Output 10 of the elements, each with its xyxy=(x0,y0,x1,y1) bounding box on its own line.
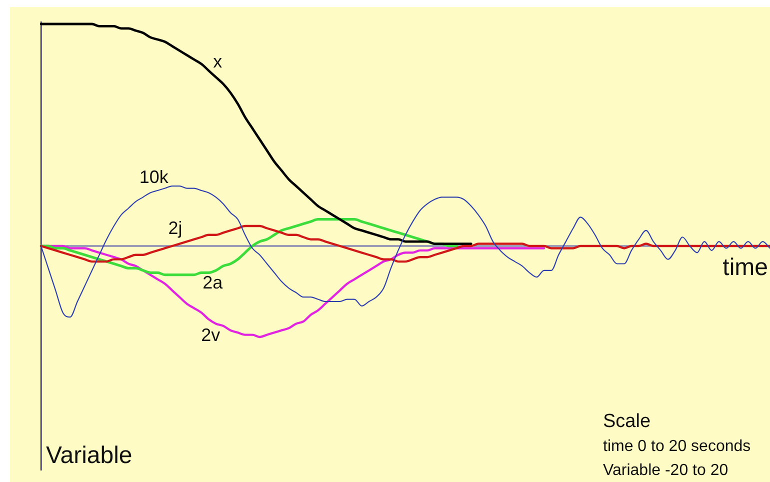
x-axis-title: time xyxy=(722,254,768,281)
series-label: 10k xyxy=(139,167,170,188)
series-label: 2a xyxy=(202,272,224,293)
series-label: x xyxy=(213,52,222,72)
text: Variable xyxy=(46,442,132,469)
text: Variable -20 to 20 xyxy=(603,462,728,479)
text: Scale xyxy=(603,411,651,432)
series-label: 2j xyxy=(168,218,182,238)
text: time 0 to 20 seconds xyxy=(603,438,751,455)
series-label: 2v xyxy=(201,325,220,346)
